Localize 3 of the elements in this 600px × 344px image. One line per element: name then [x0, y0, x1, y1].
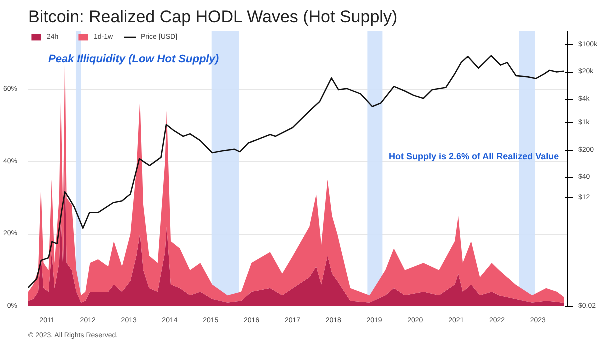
- band-label: Peak Illiquidity (Low Hot Supply): [48, 54, 220, 66]
- annotation: Hot Supply is 2.6% of All Realized Value: [388, 152, 560, 162]
- chart-title: Bitcoin: Realized Cap HODL Waves (Hot Supply): [28, 8, 398, 26]
